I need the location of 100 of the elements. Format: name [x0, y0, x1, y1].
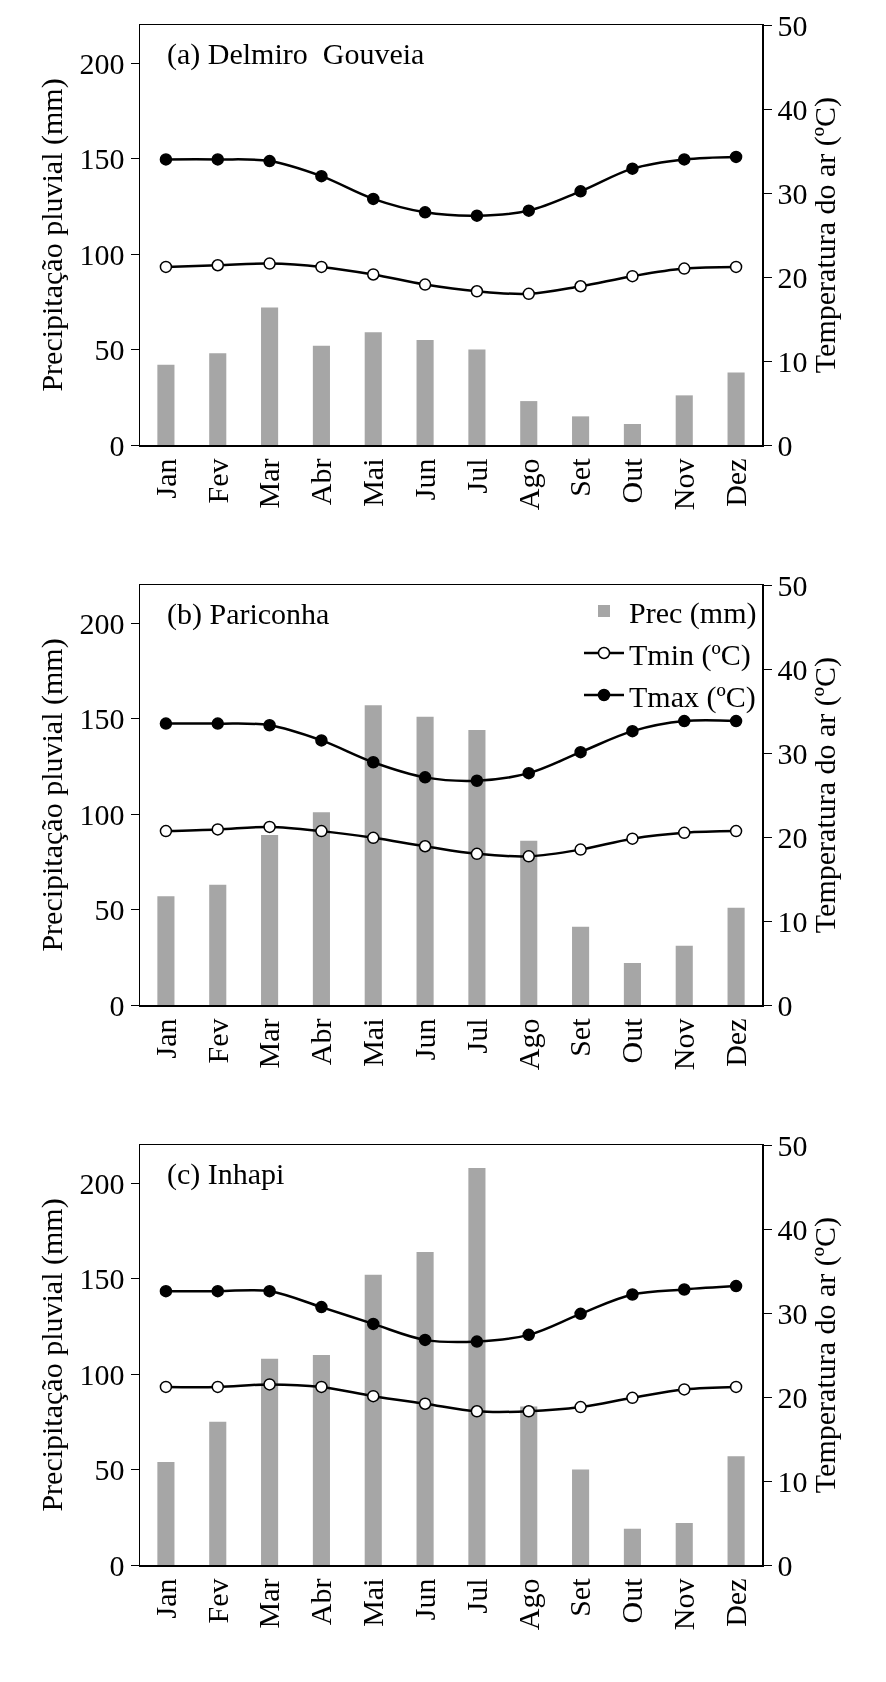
y2-tick-label: 40: [777, 1212, 808, 1246]
point: [729, 824, 743, 838]
y2-tick-label: 50: [777, 568, 808, 602]
bar: [675, 1523, 693, 1565]
x-tick-label: Mai: [356, 1578, 389, 1627]
x-tick-label: Abr: [304, 1578, 338, 1626]
x-tick-label: Out: [615, 457, 649, 504]
point: [626, 269, 639, 283]
point: [211, 1284, 224, 1298]
y-tick-label: 200: [79, 606, 125, 640]
y2-tick-label: 30: [777, 176, 808, 210]
bar: [520, 1406, 538, 1565]
point: [678, 1283, 691, 1296]
x-tick-label: Dez: [718, 458, 752, 507]
y2-tick-label: 50: [777, 8, 808, 42]
y2-axis-title: Temperatura do ar (ºC): [807, 656, 842, 934]
y-tick-label: 100: [79, 797, 125, 831]
point: [263, 719, 276, 732]
x-tick-label: Out: [615, 1017, 649, 1064]
x-tick-label: Dez: [718, 1018, 752, 1067]
y2-axis-title: Temperatura do ar (ºC): [807, 1216, 842, 1494]
point: [315, 260, 328, 274]
point: [574, 1400, 587, 1414]
point: [367, 268, 380, 281]
bar: [675, 945, 693, 1005]
bar: [572, 1469, 590, 1565]
point: [418, 839, 432, 853]
bar: [312, 345, 330, 445]
y2-axis-title: Temperatura do ar (ºC): [807, 96, 842, 374]
y-tick-label: 50: [94, 893, 125, 927]
point: [159, 824, 173, 838]
y-axis-title: Precipitação pluvial (mm): [34, 1198, 69, 1512]
x-tick-label: Jul: [459, 1578, 493, 1614]
bar: [364, 332, 382, 445]
point: [729, 1380, 743, 1394]
x-tick-label: Fev: [200, 458, 234, 504]
point: [522, 1328, 535, 1342]
point: [574, 745, 587, 759]
point: [729, 150, 743, 164]
y2-tick-label: 30: [777, 736, 808, 770]
y-tick-label: 50: [94, 333, 125, 367]
bar: [468, 730, 486, 1005]
bar: [416, 716, 434, 1005]
x-tick-label: Set: [563, 1017, 597, 1057]
point: [626, 832, 639, 845]
bar: [468, 349, 486, 445]
point: [315, 824, 328, 838]
point: [159, 1284, 173, 1298]
x-tick-label: Abr: [304, 458, 338, 506]
bar: [572, 416, 590, 445]
point: [367, 192, 380, 206]
y-tick-label: 200: [79, 1166, 125, 1200]
bar: [468, 1167, 486, 1565]
point: [522, 1405, 535, 1418]
bar: [157, 1461, 175, 1565]
y2-tick-label: 30: [777, 1296, 808, 1330]
point: [678, 714, 691, 728]
y-tick-label: 150: [79, 1262, 125, 1296]
bar: [312, 812, 330, 1005]
bar: [261, 835, 279, 1005]
x-tick-label: Mar: [252, 1578, 286, 1629]
point: [522, 204, 535, 217]
x-tick-label: Nov: [667, 1578, 700, 1631]
x-tick-label: Abr: [304, 1018, 338, 1066]
point: [418, 206, 432, 219]
point: [159, 260, 173, 274]
point: [315, 169, 328, 183]
y2-tick-label: 10: [777, 1464, 808, 1498]
x-tick-label: Fev: [200, 1578, 234, 1624]
bar: [364, 705, 382, 1005]
x-tick-label: Mai: [356, 458, 389, 507]
point: [263, 1378, 276, 1391]
chart-title: (b) Pariconha: [167, 597, 330, 631]
point: [418, 1333, 432, 1347]
point: [729, 260, 743, 274]
bar: [520, 401, 538, 445]
y-tick-label: 100: [79, 237, 125, 271]
point: [626, 724, 639, 738]
bar: [364, 1274, 382, 1565]
point: [574, 843, 587, 856]
y-tick-label: 0: [109, 1548, 125, 1582]
bar: [727, 907, 745, 1005]
legend-label: Prec (mm): [629, 595, 757, 630]
point: [678, 826, 691, 840]
point: [315, 734, 328, 747]
point: [574, 185, 587, 198]
chart-title: (a) Delmiro Gouveia: [167, 37, 425, 71]
point: [367, 755, 380, 769]
x-tick-label: Dez: [718, 1578, 752, 1627]
bar: [312, 1355, 330, 1565]
point: [470, 1335, 484, 1348]
x-tick-label: Mar: [252, 1018, 286, 1069]
bar: [157, 896, 175, 1005]
point: [159, 717, 173, 730]
point: [626, 1391, 639, 1405]
point: [418, 771, 432, 784]
y2-tick-label: 10: [777, 344, 808, 378]
point: [211, 258, 224, 272]
point: [470, 285, 484, 298]
point: [159, 153, 173, 166]
